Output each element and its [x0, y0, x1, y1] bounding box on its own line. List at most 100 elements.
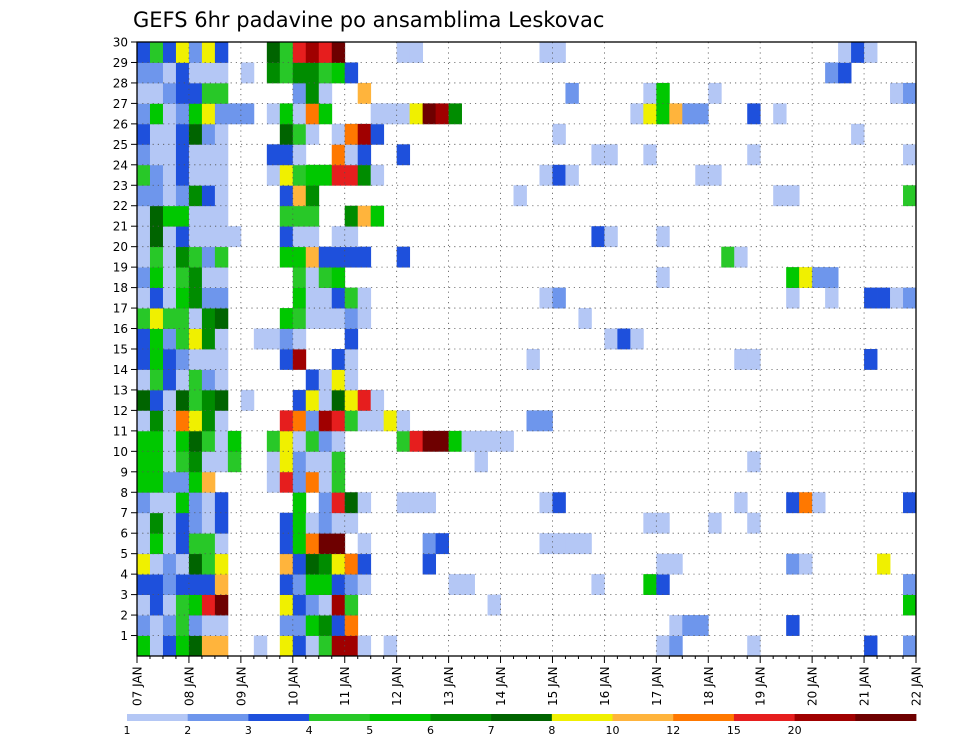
heatmap-cell [175, 430, 190, 452]
heatmap-cell [734, 246, 748, 268]
heatmap-cell [825, 62, 839, 84]
y-tick-label: 18 [113, 281, 128, 295]
heatmap-cell [318, 451, 333, 473]
heatmap-cell [137, 308, 151, 329]
heatmap-cell [201, 553, 216, 575]
heatmap-cell [175, 103, 190, 125]
heatmap-cell [175, 226, 190, 248]
heatmap-cell [137, 287, 151, 309]
heatmap-cell [305, 574, 320, 595]
heatmap-cell [357, 82, 372, 104]
heatmap-cell [201, 533, 216, 555]
heatmap-cell [747, 512, 761, 534]
heatmap-cell [864, 42, 878, 63]
heatmap-cell [266, 471, 281, 493]
legend-swatch [612, 714, 674, 721]
heatmap-cell [825, 267, 839, 288]
heatmap-cell [474, 430, 488, 452]
heatmap-cell [890, 82, 904, 104]
heatmap-cell [422, 492, 437, 514]
heatmap-cell [656, 574, 670, 595]
heatmap-cell [448, 574, 462, 595]
heatmap-cell [292, 533, 307, 555]
heatmap-cell [149, 164, 164, 186]
heatmap-cell [734, 349, 748, 370]
heatmap-cell [149, 615, 164, 636]
y-tick-label: 30 [113, 36, 128, 50]
x-tick-label: 18 JAN [702, 666, 716, 706]
heatmap-cell [279, 62, 294, 84]
heatmap-cell [344, 349, 359, 370]
heatmap-cell [435, 103, 449, 125]
heatmap-cell [552, 123, 566, 145]
heatmap-cell [305, 287, 320, 309]
heatmap-cell [357, 205, 372, 227]
heatmap-cell [526, 410, 540, 432]
heatmap-cell [227, 451, 242, 473]
heatmap-cell [292, 471, 307, 493]
heatmap-cell [344, 574, 359, 595]
heatmap-cell [747, 103, 761, 125]
heatmap-cell [279, 144, 294, 166]
heatmap-cell [149, 533, 164, 555]
legend-swatch [673, 714, 735, 721]
y-tick-label: 3 [120, 588, 128, 602]
heatmap-cell [877, 287, 891, 309]
heatmap-cell [292, 103, 307, 125]
heatmap-cell [396, 410, 411, 432]
heatmap-cell [162, 287, 177, 309]
heatmap-cell [214, 349, 229, 370]
heatmap-cell [292, 574, 307, 595]
heatmap-cell [825, 287, 839, 309]
legend-swatch [855, 714, 917, 721]
heatmap-cell [331, 267, 346, 288]
heatmap-cell [292, 389, 307, 411]
heatmap-cell [851, 123, 865, 145]
heatmap-cell [149, 410, 164, 432]
heatmap-cell [305, 267, 320, 288]
heatmap-cell [149, 123, 164, 145]
heatmap-cell [305, 369, 320, 391]
heatmap-cell [396, 42, 411, 63]
heatmap-cell [266, 103, 281, 125]
heatmap-cell [214, 594, 229, 616]
heatmap-cell [305, 635, 320, 657]
heatmap-cell [279, 512, 294, 534]
y-tick-label: 19 [113, 261, 128, 275]
heatmap-cell [175, 369, 190, 391]
heatmap-cell [591, 574, 605, 595]
heatmap-cell [201, 164, 216, 186]
heatmap-cell [656, 635, 670, 657]
heatmap-cell [162, 82, 177, 104]
heatmap-cell [474, 451, 488, 473]
heatmap-cell [890, 287, 904, 309]
heatmap-cell [435, 533, 449, 555]
heatmap-cell [137, 144, 151, 166]
heatmap-cell [214, 267, 229, 288]
heatmap-cell [175, 451, 190, 473]
heatmap-cell [305, 226, 320, 248]
legend-label: 1 [124, 724, 131, 737]
heatmap-cell [162, 410, 177, 432]
heatmap-cell [331, 246, 346, 268]
heatmap-cell [201, 103, 216, 125]
heatmap-cell [786, 185, 800, 207]
heatmap-cell [344, 512, 359, 534]
heatmap-cell [370, 389, 385, 411]
y-tick-label: 26 [113, 117, 128, 131]
heatmap-cell [188, 430, 203, 452]
heatmap-cell [344, 205, 359, 227]
heatmap-cell [137, 328, 151, 350]
heatmap-cell [175, 615, 190, 636]
heatmap-cell [188, 82, 203, 104]
heatmap-cell [305, 246, 320, 268]
heatmap-cell [422, 430, 437, 452]
heatmap-cell [214, 533, 229, 555]
heatmap-cell [903, 574, 917, 595]
heatmap-cell [305, 103, 320, 125]
heatmap-cell [669, 103, 683, 125]
heatmap-cell [279, 164, 294, 186]
heatmap-cell [137, 267, 151, 288]
legend-swatch [430, 714, 492, 721]
heatmap-cell [201, 635, 216, 657]
